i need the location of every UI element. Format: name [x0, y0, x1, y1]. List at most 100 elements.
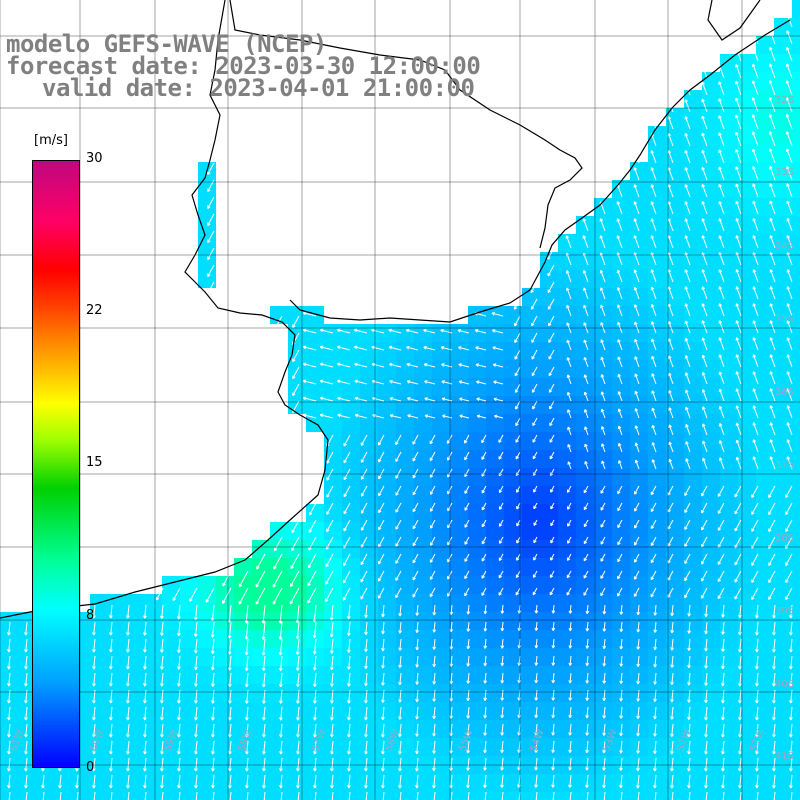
field-cell — [720, 252, 738, 270]
wind-arrow — [582, 287, 589, 300]
wind-arrow — [517, 621, 522, 631]
wind-arrow — [160, 723, 164, 738]
wind-arrow — [466, 621, 471, 632]
wind-arrow — [583, 339, 589, 351]
field-cell — [504, 324, 522, 342]
wind-arrow — [667, 485, 674, 496]
wind-arrow — [307, 570, 317, 586]
wind-arrow — [785, 502, 793, 515]
field-cell — [342, 594, 360, 612]
wind-arrow — [295, 672, 300, 688]
wind-arrow — [325, 553, 334, 568]
wind-arrow — [650, 235, 657, 249]
field-cell — [576, 504, 594, 522]
wind-arrow — [668, 441, 674, 453]
wind-arrow — [548, 366, 555, 377]
field-cell — [774, 396, 792, 414]
field-cell — [504, 432, 522, 450]
wind-arrow — [667, 116, 674, 130]
wind-arrow — [722, 791, 725, 800]
field-cell — [360, 684, 378, 702]
field-cell — [306, 396, 324, 414]
field-cell — [792, 180, 800, 198]
wind-arrow — [336, 362, 351, 368]
wind-arrow — [429, 519, 436, 529]
field-cell — [522, 630, 540, 648]
wind-arrow — [210, 638, 215, 654]
wind-arrow — [279, 723, 283, 738]
field-cell — [486, 414, 504, 432]
field-cell — [666, 396, 684, 414]
wind-arrow — [667, 235, 674, 249]
wind-arrow — [295, 621, 300, 640]
field-cell — [486, 666, 504, 684]
field-cell — [468, 576, 486, 594]
wind-arrow — [735, 320, 742, 334]
wind-arrow — [735, 422, 742, 436]
field-cell — [126, 684, 144, 702]
field-cell — [324, 450, 342, 468]
wind-arrow — [273, 536, 283, 552]
field-cell — [612, 576, 630, 594]
field-cell — [558, 558, 576, 576]
field-cell — [702, 594, 720, 612]
wind-arrow — [326, 502, 334, 515]
wind-arrow — [464, 434, 470, 444]
field-cell — [288, 324, 306, 342]
wind-arrow — [343, 434, 351, 447]
wind-arrow — [364, 689, 368, 704]
field-cell — [720, 54, 738, 72]
field-cell — [684, 414, 702, 432]
field-cell — [522, 702, 540, 720]
wind-arrow — [228, 723, 232, 738]
field-cell — [792, 432, 800, 450]
wind-arrow — [533, 553, 538, 561]
field-cell — [486, 576, 504, 594]
field-cell — [648, 576, 666, 594]
field-cell — [702, 252, 720, 270]
wind-arrow — [617, 587, 623, 597]
field-cell — [144, 630, 162, 648]
field-cell — [360, 324, 378, 342]
wind-arrow — [752, 337, 759, 351]
wind-arrow — [789, 723, 793, 738]
wind-arrow — [308, 519, 317, 533]
wind-arrow — [211, 740, 215, 755]
wind-arrow — [566, 357, 572, 368]
field-cell — [414, 756, 432, 774]
wind-arrow — [516, 553, 521, 561]
field-cell — [630, 288, 648, 306]
field-cell — [378, 720, 396, 738]
wind-arrow — [245, 774, 249, 789]
wind-arrow — [701, 485, 708, 497]
wind-arrow — [312, 604, 317, 622]
wind-arrow — [752, 235, 759, 249]
wind-arrow — [346, 604, 351, 620]
wind-arrow — [786, 183, 793, 198]
wind-arrow — [360, 587, 368, 600]
field-cell — [666, 288, 684, 306]
wind-arrow — [415, 757, 419, 772]
field-cell — [252, 612, 270, 630]
wind-arrow — [92, 604, 96, 619]
field-cell — [18, 738, 36, 756]
wind-arrow — [228, 757, 232, 772]
wind-arrow — [704, 706, 708, 721]
field-cell — [756, 414, 774, 432]
field-cell — [594, 342, 612, 360]
wind-arrow — [755, 604, 759, 619]
field-cell — [180, 612, 198, 630]
field-cell — [774, 666, 792, 684]
field-cell — [702, 144, 720, 162]
field-cell — [666, 666, 684, 684]
field-cell — [288, 720, 306, 738]
field-cell — [360, 702, 378, 720]
wind-arrow — [684, 133, 691, 147]
wind-arrow — [92, 723, 96, 738]
wind-arrow — [483, 706, 487, 719]
wind-arrow — [751, 80, 759, 96]
field-cell — [252, 594, 270, 612]
field-cell — [648, 702, 666, 720]
wind-arrow — [244, 604, 249, 624]
